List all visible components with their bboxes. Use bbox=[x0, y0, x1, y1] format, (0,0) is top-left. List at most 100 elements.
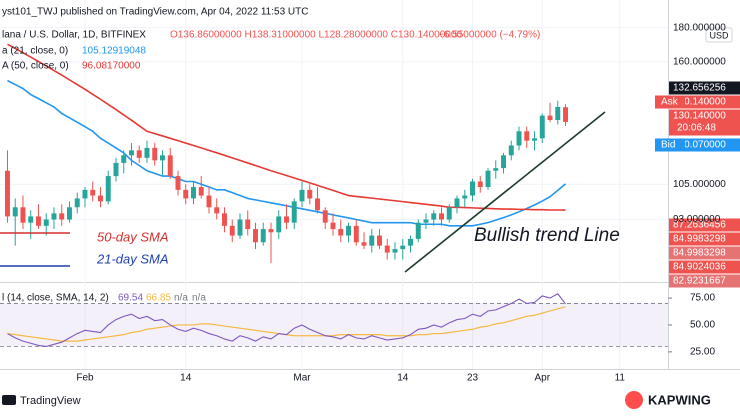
price-tag-text: 130.140000 bbox=[673, 97, 726, 108]
candle-body bbox=[98, 195, 103, 202]
price-tag-text: 130.140000 bbox=[673, 111, 726, 122]
candle-body bbox=[90, 189, 96, 196]
legend-label: a (21, close, 0) bbox=[2, 46, 68, 57]
candle-body bbox=[113, 162, 119, 177]
rsi-pane bbox=[0, 283, 668, 369]
candle-body bbox=[415, 222, 421, 239]
candle-body bbox=[129, 150, 134, 156]
candle-body bbox=[191, 187, 196, 199]
candle-body bbox=[229, 225, 235, 236]
price-tag bbox=[669, 260, 740, 274]
candle-body bbox=[59, 213, 65, 220]
price-tag bbox=[669, 95, 740, 109]
candle-body bbox=[260, 229, 266, 243]
candle-body bbox=[144, 147, 150, 158]
candle-body bbox=[268, 229, 274, 233]
candle-body bbox=[43, 219, 49, 226]
candle-body bbox=[454, 198, 460, 208]
legend-label: A (50, close, 0) bbox=[2, 61, 69, 72]
candle-body bbox=[423, 219, 429, 223]
candle-body bbox=[322, 210, 328, 223]
candle-body bbox=[20, 207, 26, 223]
candle-body bbox=[315, 198, 320, 211]
candle-body bbox=[82, 189, 88, 199]
x-tick-label: Mar bbox=[293, 373, 311, 384]
candle-body bbox=[175, 176, 181, 190]
watermark: KAPWING bbox=[648, 392, 711, 407]
symbol: lana / U.S. Dollar, 1D, BITFINEX bbox=[2, 30, 146, 41]
price-tag bbox=[669, 274, 740, 288]
candle-body bbox=[384, 245, 390, 253]
x-tick-label: Apr bbox=[534, 373, 550, 384]
candle-body bbox=[516, 131, 522, 146]
publisher: yst101_TWJ published on TradingView.com,… bbox=[2, 7, 308, 18]
currency: USD bbox=[709, 30, 729, 40]
candle-body bbox=[408, 238, 413, 246]
currency-box[interactable] bbox=[705, 27, 733, 43]
candle-body bbox=[508, 145, 514, 156]
rsi-value: n/a bbox=[192, 293, 206, 304]
candle-body bbox=[462, 195, 468, 199]
price-tag-text: 82.9231667 bbox=[673, 276, 726, 287]
side-tag-text: Bid bbox=[661, 140, 675, 151]
candle-body bbox=[361, 242, 367, 246]
price-tag bbox=[669, 109, 740, 136]
candle-body bbox=[555, 106, 561, 120]
candle-body bbox=[338, 229, 344, 236]
candle-body bbox=[160, 155, 165, 161]
rsi-layer bbox=[0, 293, 668, 348]
rsi-line bbox=[7, 293, 566, 348]
candle-body bbox=[431, 213, 437, 220]
candle-body bbox=[222, 213, 227, 226]
footer bbox=[0, 386, 740, 416]
price-tag bbox=[669, 218, 740, 232]
candle-body bbox=[524, 131, 530, 141]
annotation: 50-day SMA bbox=[97, 229, 169, 244]
candle-body bbox=[121, 155, 127, 163]
sma-line bbox=[7, 43, 566, 211]
legend-value: 105.12919048 bbox=[82, 46, 146, 57]
side-tag-text: Ask bbox=[661, 97, 679, 108]
y-tick-label: 180.000000 bbox=[673, 22, 726, 33]
candle-body bbox=[183, 189, 189, 199]
legend-value: 96.08170000 bbox=[82, 61, 141, 72]
candle-body bbox=[74, 198, 80, 208]
y-tick-label: 160.000000 bbox=[673, 57, 726, 68]
candle-body bbox=[539, 115, 545, 139]
price-tag-time: 20:06:48 bbox=[677, 123, 716, 134]
price-tag bbox=[669, 232, 740, 246]
change: −6.55000000 (−4.79%) bbox=[438, 30, 540, 41]
rsi-tick-label: 50.00 bbox=[690, 320, 715, 331]
candle-body bbox=[353, 225, 359, 243]
rsi-value: n/a bbox=[174, 293, 188, 304]
candle-body bbox=[547, 115, 553, 120]
rsi-label: l (14, close, SMA, 14, 2) bbox=[2, 293, 109, 304]
rsi-band bbox=[0, 303, 668, 347]
candle-body bbox=[369, 235, 375, 246]
kapwing-logo bbox=[625, 391, 643, 409]
rsi-value: 66.85 bbox=[146, 293, 171, 304]
brand-logo bbox=[2, 395, 16, 405]
candle-body bbox=[563, 107, 568, 122]
price-tag-text: 87.2636456 bbox=[673, 220, 726, 231]
candle-body bbox=[206, 195, 212, 208]
x-tick-label: 23 bbox=[467, 373, 479, 384]
price-tag-text: 130.070000 bbox=[673, 140, 726, 151]
price-tag-text: 84.9983298 bbox=[673, 248, 726, 259]
price-tag bbox=[669, 138, 740, 152]
side-tag bbox=[655, 95, 685, 109]
price-tag-text: 84.9983298 bbox=[673, 234, 726, 245]
trend-line bbox=[404, 111, 606, 273]
candle-body bbox=[485, 170, 491, 188]
candle-body bbox=[198, 187, 204, 196]
candle-body bbox=[105, 176, 111, 202]
x-tick-label: 14 bbox=[397, 373, 409, 384]
price-tag bbox=[669, 246, 740, 260]
rsi-value: 69.54 bbox=[118, 293, 143, 304]
candle-body bbox=[299, 189, 305, 202]
candle-body bbox=[51, 213, 57, 220]
brand: TradingView bbox=[20, 395, 81, 407]
candle-body bbox=[12, 207, 18, 217]
candle-body bbox=[284, 216, 289, 223]
